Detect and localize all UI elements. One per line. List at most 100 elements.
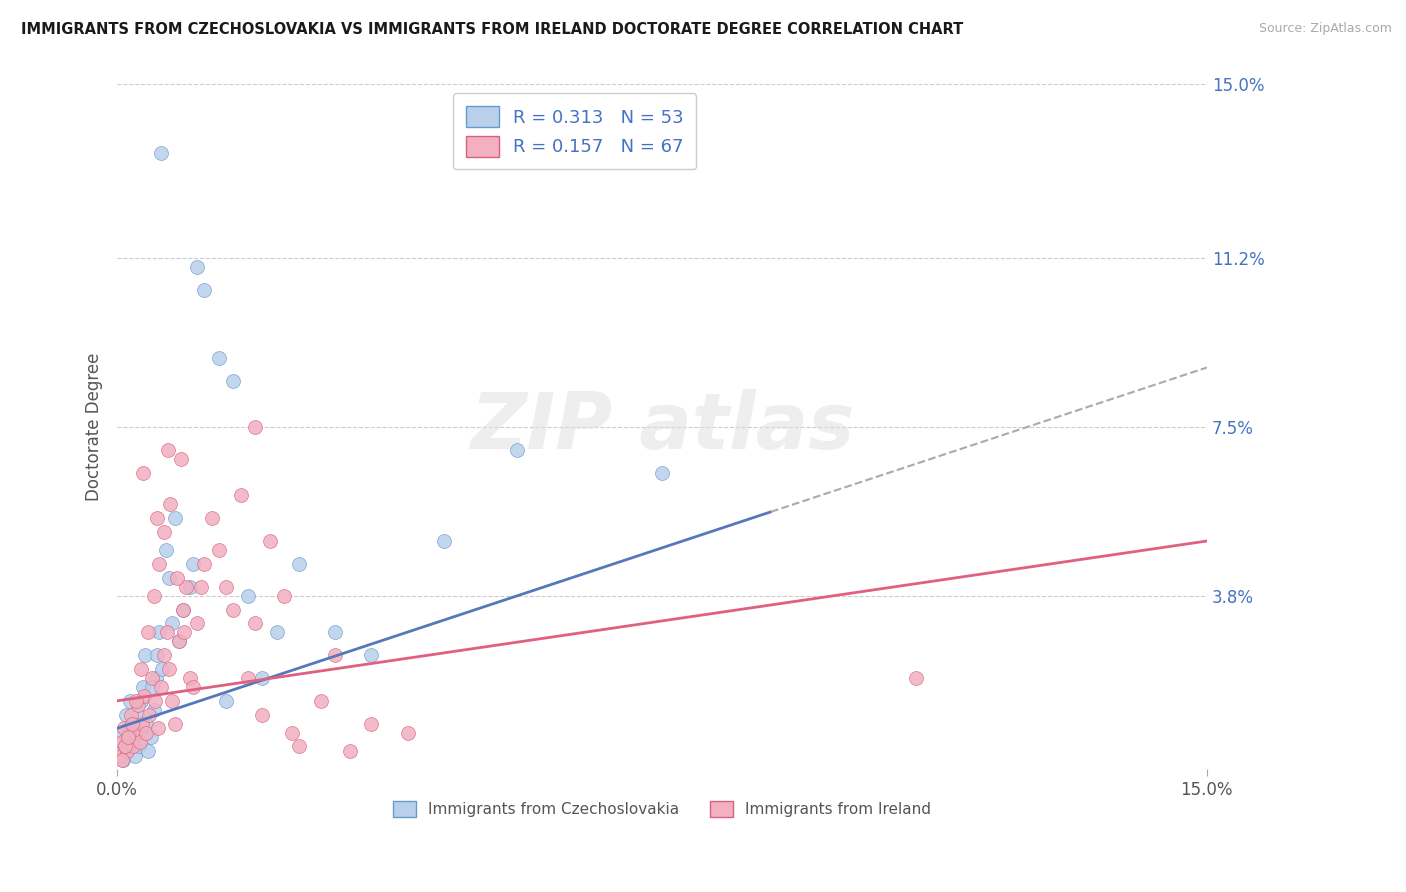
Point <box>146 511 169 525</box>
Point <box>152 648 174 662</box>
Point <box>155 625 177 640</box>
Point <box>118 721 141 735</box>
Point <box>149 680 172 694</box>
Point <box>905 671 928 685</box>
Point <box>120 694 142 708</box>
Point <box>141 680 163 694</box>
Point <box>118 731 141 745</box>
Point <box>141 671 163 685</box>
Point <box>172 602 194 616</box>
Point <box>121 735 143 749</box>
Point <box>131 716 153 731</box>
Point <box>174 580 197 594</box>
Point <box>132 690 155 704</box>
Point <box>166 570 188 584</box>
Point <box>433 534 456 549</box>
Point <box>149 145 172 160</box>
Point <box>165 716 187 731</box>
Point <box>183 680 205 694</box>
Point <box>129 662 152 676</box>
Text: IMMIGRANTS FROM CZECHOSLOVAKIA VS IMMIGRANTS FROM IRELAND DOCTORATE DEGREE CORRE: IMMIGRANTS FROM CZECHOSLOVAKIA VS IMMIGR… <box>21 22 963 37</box>
Point <box>124 725 146 739</box>
Point <box>142 703 165 717</box>
Point <box>159 662 181 676</box>
Point <box>323 648 346 662</box>
Point <box>236 589 259 603</box>
Point <box>138 707 160 722</box>
Point <box>179 580 201 594</box>
Point <box>222 602 245 616</box>
Point <box>309 694 332 708</box>
Point <box>273 589 295 603</box>
Point <box>159 570 181 584</box>
Point <box>222 374 245 388</box>
Point <box>136 625 159 640</box>
Point <box>159 498 181 512</box>
Point <box>193 557 215 571</box>
Point <box>339 744 361 758</box>
Point <box>115 744 138 758</box>
Point <box>215 694 238 708</box>
Point <box>183 557 205 571</box>
Point <box>150 662 173 676</box>
Point <box>165 511 187 525</box>
Point <box>122 739 145 754</box>
Point <box>111 725 134 739</box>
Point <box>396 725 419 739</box>
Point <box>172 602 194 616</box>
Point <box>135 725 157 739</box>
Text: Source: ZipAtlas.com: Source: ZipAtlas.com <box>1258 22 1392 36</box>
Point <box>110 748 132 763</box>
Point <box>131 466 153 480</box>
Point <box>131 680 153 694</box>
Point <box>117 731 139 745</box>
Point <box>179 671 201 685</box>
Point <box>121 716 143 731</box>
Point <box>120 707 142 722</box>
Point <box>266 625 288 640</box>
Point <box>127 707 149 722</box>
Point <box>114 721 136 735</box>
Point <box>229 488 252 502</box>
Point <box>118 731 141 745</box>
Point <box>146 721 169 735</box>
Point <box>143 694 166 708</box>
Point <box>193 283 215 297</box>
Point <box>245 616 267 631</box>
Point <box>190 580 212 594</box>
Point <box>506 442 529 457</box>
Point <box>129 721 152 735</box>
Point <box>134 648 156 662</box>
Point <box>157 442 180 457</box>
Point <box>129 694 152 708</box>
Point <box>252 671 274 685</box>
Point <box>651 466 673 480</box>
Point <box>360 716 382 731</box>
Point <box>288 557 311 571</box>
Point <box>135 716 157 731</box>
Point <box>111 753 134 767</box>
Point <box>208 351 231 366</box>
Point <box>114 739 136 754</box>
Point <box>127 698 149 713</box>
Point <box>186 260 208 274</box>
Point <box>115 707 138 722</box>
Point <box>124 748 146 763</box>
Point <box>280 725 302 739</box>
Point <box>167 634 190 648</box>
Point <box>252 707 274 722</box>
Point <box>125 725 148 739</box>
Point <box>288 739 311 754</box>
Point <box>110 753 132 767</box>
Point <box>139 731 162 745</box>
Y-axis label: Doctorate Degree: Doctorate Degree <box>86 352 103 501</box>
Point <box>170 451 193 466</box>
Point <box>215 580 238 594</box>
Point <box>115 739 138 754</box>
Point <box>108 748 131 763</box>
Point <box>138 744 160 758</box>
Point <box>125 694 148 708</box>
Point <box>323 625 346 640</box>
Point <box>148 625 170 640</box>
Text: ZIP atlas: ZIP atlas <box>470 389 855 465</box>
